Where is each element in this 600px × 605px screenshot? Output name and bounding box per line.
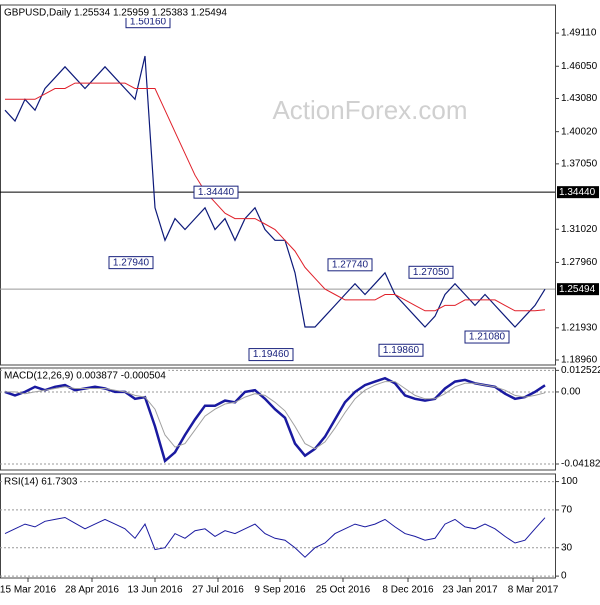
series-line [5,381,546,450]
annotation-box [408,265,454,279]
y-tick-label: -0.041823 [561,459,600,470]
watermark: ActionForex.com [272,95,467,125]
panel-title: GBPUSD,Daily 1.25534 1.25959 1.25383 1.2… [4,8,227,19]
annotation-label: 1.34440 [198,187,235,198]
level-box [557,283,599,296]
level-label: 1.25494 [559,284,596,295]
y-tick-label: 30 [561,542,573,553]
annotation-box [248,348,294,362]
panel-frame [0,473,556,579]
panel-title: MACD(12,26,9) 0.003877 -0.000504 [4,371,166,382]
title-bg [2,370,169,381]
y-tick-label: 1.18960 [561,355,598,366]
y-tick-label: 1.43080 [561,93,598,104]
panel-frame [0,367,556,471]
y-tick-label: 0.00 [561,387,581,398]
series-line [5,82,546,312]
x-tick-label: 9 Sep 2016 [254,585,306,596]
annotation-label: 1.27740 [332,259,369,270]
x-tick-label: 15 Mar 2016 [0,585,57,596]
x-tick-label: 8 Dec 2016 [382,585,434,596]
y-tick-label: 0 [561,571,567,582]
x-tick-label: 8 Mar 2017 [508,585,559,596]
x-tick-label: 13 Jun 2016 [127,585,182,596]
y-tick-label: 1.31020 [561,224,598,235]
annotation-label: 1.21080 [469,332,506,343]
x-tick-label: 28 Apr 2016 [65,585,119,596]
y-tick-label: 1.49110 [561,28,597,39]
title-bg [2,476,80,487]
level-box [557,186,599,199]
y-tick-label: 1.46050 [561,61,598,72]
annotation-label: 1.27050 [413,267,450,278]
series-line [4,55,546,328]
title-bg [2,7,236,18]
y-tick-label: 1.27960 [561,257,598,268]
y-tick-label: 0.012522 [561,365,600,376]
annotation-box [378,343,424,357]
x-tick-label: 23 Jan 2017 [442,585,497,596]
annotation-box [193,185,239,199]
annotation-label: 1.19860 [383,345,420,356]
level-label: 1.34440 [559,187,596,198]
y-tick-label: 1.40020 [561,126,598,137]
x-tick-label: 27 Jul 2016 [192,585,244,596]
annotation-box [108,256,154,270]
annotation-label: 1.27940 [113,257,150,268]
annotation-box [464,330,510,344]
y-tick-label: 1.21930 [561,322,598,333]
annotation-label: 1.19460 [253,349,290,360]
series-line [4,376,546,464]
panel-title: RSI(14) 61.7303 [4,477,78,488]
y-tick-label: 1.37050 [561,158,598,169]
panel-frame [0,4,556,366]
y-tick-label: 100 [561,476,578,487]
x-tick-label: 25 Oct 2016 [316,585,371,596]
annotation-box [327,258,373,272]
series-line [4,516,546,558]
annotation-label: 1.50160 [130,16,167,27]
y-tick-label: 70 [561,505,573,516]
